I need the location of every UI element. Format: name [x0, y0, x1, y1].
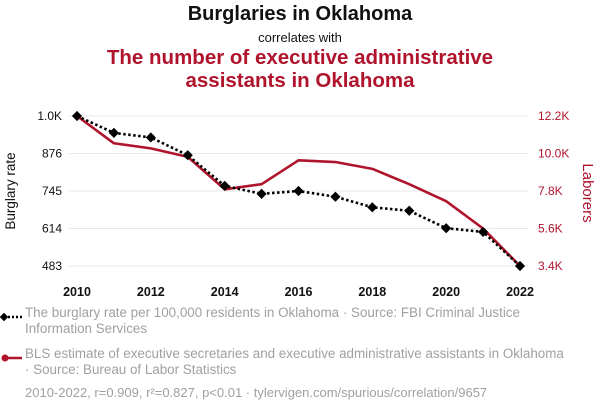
- data-point-burglary: [404, 205, 415, 216]
- data-point-burglary: [256, 188, 267, 199]
- chart-title: Burglaries in Oklahoma: [187, 3, 413, 25]
- y-right-tick-label: 10.0K: [538, 147, 569, 161]
- y-right-tick-label: 7.8K: [538, 184, 563, 198]
- chart-connector-text: correlates with: [258, 30, 342, 45]
- data-point-burglary: [514, 260, 526, 272]
- legend-marker-dotted: [0, 312, 22, 322]
- data-point-burglary: [293, 185, 304, 197]
- y-left-tick-label: 876: [42, 147, 62, 161]
- legend-label-burglary: The burglary rate per 100,000 residents …: [25, 305, 520, 336]
- axes: 483 614 745 876 1.0K 3.4K 5.6K 7.8K 10.0K 12.2K 20…: [3, 109, 596, 299]
- y-left-axis-title: Burglary rate: [3, 152, 18, 229]
- legend-marker-solid: [1, 354, 22, 362]
- legend-label-assistants: BLS estimate of executive secretaries an…: [25, 346, 564, 377]
- data-point-burglary: [367, 202, 378, 213]
- data-point-burglary: [330, 191, 341, 202]
- footer-stats: 2010-2022, r=0.909, r²=0.827, p<0.01 · t…: [25, 385, 488, 400]
- line-chart: 483 614 745 876 1.0K 3.4K 5.6K 7.8K 10.0K 12.2K 20…: [3, 109, 596, 299]
- y-left-tick-label: 483: [42, 259, 62, 273]
- x-tick-label: 2014: [211, 285, 239, 299]
- y-right-axis-title: Laborers: [579, 163, 596, 222]
- data-point-burglary: [441, 223, 452, 234]
- y-left-tick-label: 745: [42, 184, 62, 198]
- x-tick-label: 2012: [137, 285, 165, 299]
- x-tick-label: 2010: [63, 285, 91, 299]
- y-left-tick-label: 614: [42, 222, 62, 236]
- x-tick-label: 2020: [432, 285, 460, 299]
- data-point-burglary: [145, 132, 156, 143]
- x-tick-label: 2022: [506, 285, 534, 299]
- x-tick-label: 2018: [358, 285, 386, 299]
- data-point-burglary: [108, 127, 120, 138]
- y-left-tick-label: 1.0K: [37, 109, 62, 123]
- y-right-tick-label: 12.2K: [538, 109, 569, 123]
- data-point-burglary: [219, 180, 230, 191]
- chart-subtitle: The number of executive administrative a…: [106, 46, 494, 92]
- y-right-tick-label: 3.4K: [538, 259, 563, 273]
- data-point-burglary: [182, 150, 193, 161]
- x-tick-label: 2016: [285, 285, 313, 299]
- y-right-tick-label: 5.6K: [538, 222, 563, 236]
- data-point-burglary: [71, 110, 83, 122]
- series-line-assistants: [75, 114, 522, 268]
